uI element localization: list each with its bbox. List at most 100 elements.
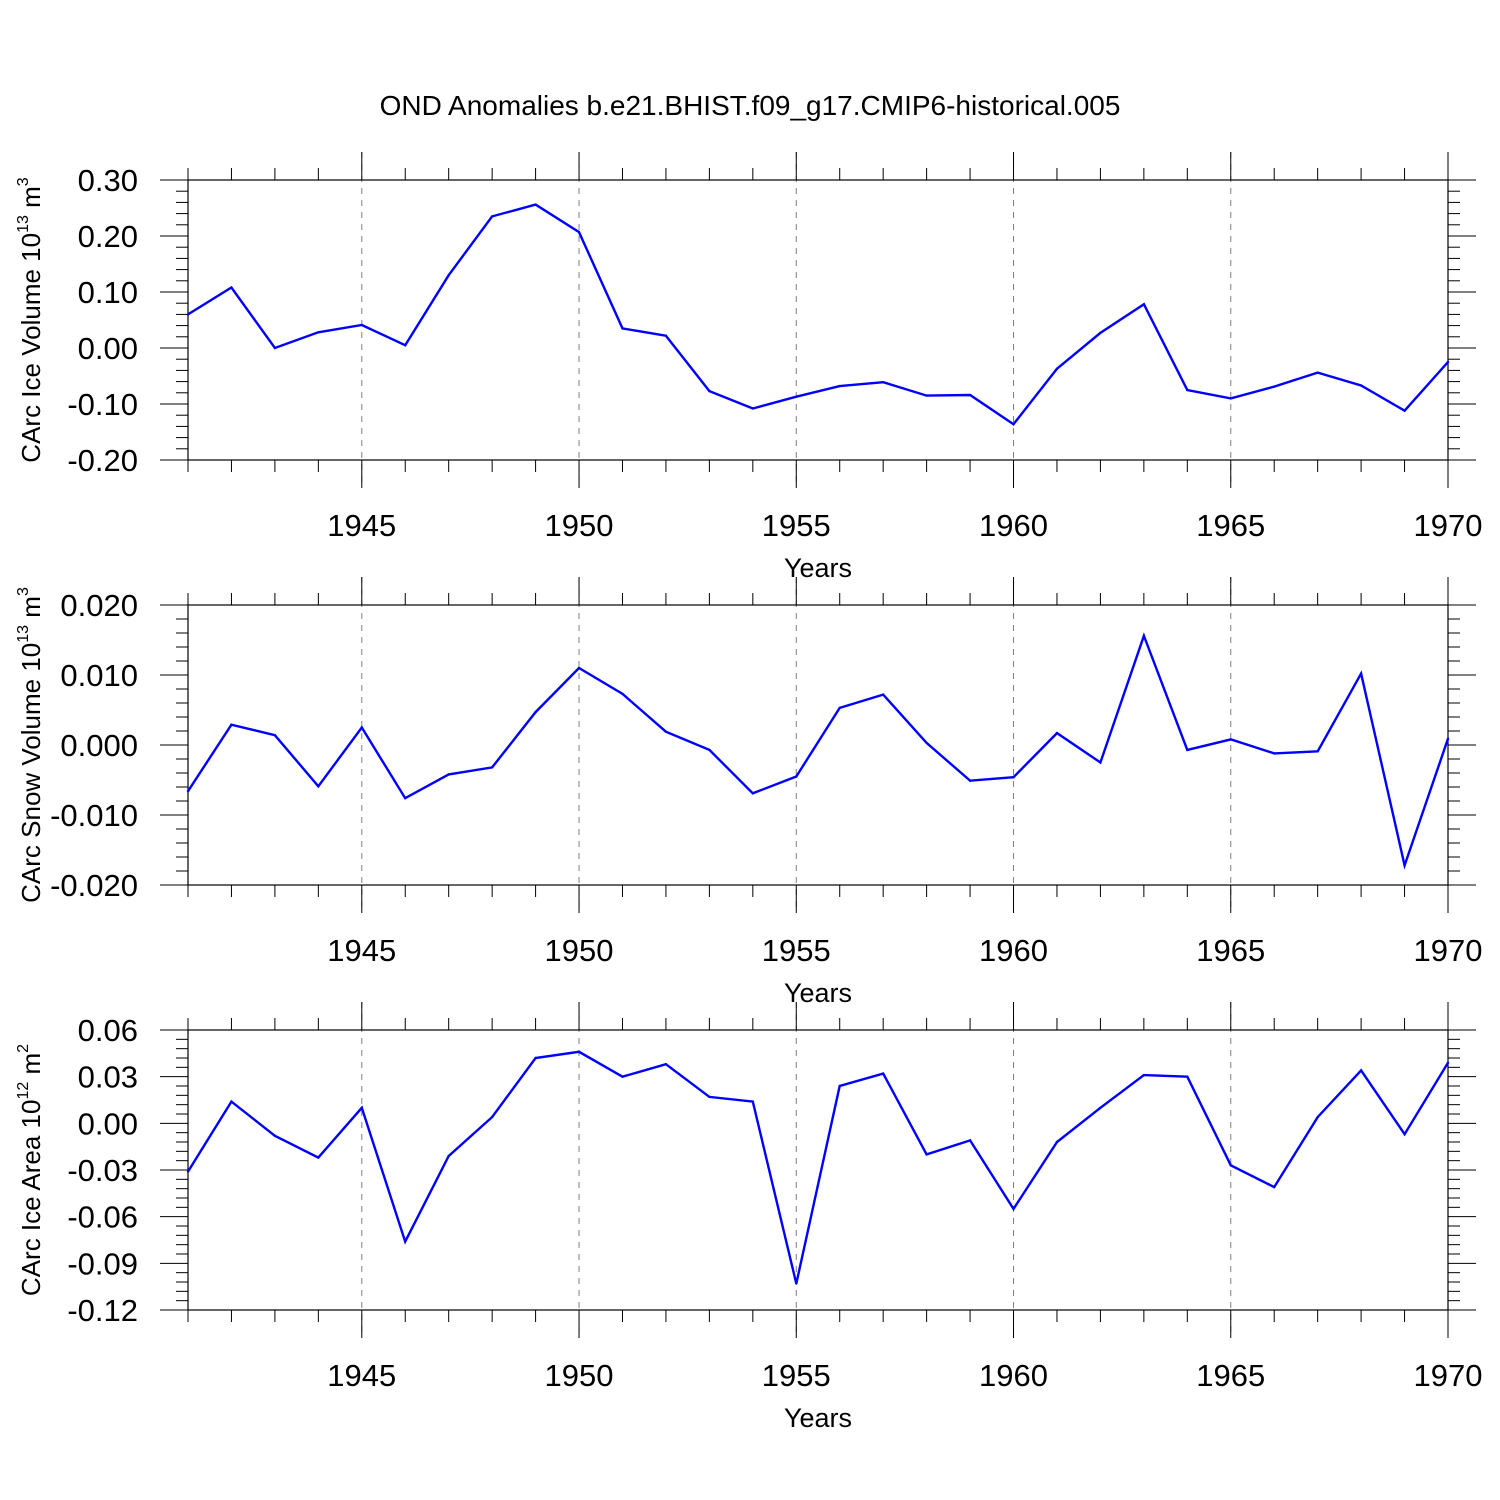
data-point [968,779,972,782]
plot-frame [187,604,1449,886]
y-axis-label-unit: m [16,1053,46,1082]
data-point [1012,776,1015,779]
data-point [881,380,885,384]
data-point [881,693,885,696]
x-tick-label: 1970 [1414,933,1483,968]
x-tick-label: 1965 [1196,508,1265,543]
data-point [404,1240,407,1243]
y-tick-label: -0.010 [50,798,138,833]
y-tick-label: -0.20 [67,443,138,478]
x-tick-label: 1970 [1414,1358,1483,1393]
y-axis-label-exponent: 13 [15,625,32,643]
data-point [230,723,233,726]
y-axis-label-unit: m [16,596,46,625]
data-point [490,215,494,218]
data-point [230,286,233,289]
y-tick-label: 0.10 [78,275,138,310]
data-point [1229,1164,1232,1167]
data-point [1316,1115,1319,1119]
data-point [317,331,320,334]
data-point [360,323,363,327]
data-point [1316,371,1319,374]
plot-frame [187,179,1449,461]
data-point [273,1134,277,1137]
x-tick-label: 1960 [979,1358,1048,1393]
y-axis-label: CArc Ice Volume 1013 m3 [15,177,46,462]
data-point [1012,1207,1015,1211]
data-point [1446,1061,1450,1064]
data-point [186,313,190,316]
data-point [1403,864,1406,867]
x-tick-label: 1960 [979,508,1048,543]
y-tick-label: 0.020 [60,588,138,623]
data-point [186,790,190,793]
y-tick-label: 0.010 [60,658,138,693]
data-point [1229,738,1232,741]
y-axis-label: CArc Ice Area 1012 m2 [15,1044,46,1296]
x-tick-label: 1945 [327,1358,396,1393]
data-point [1446,360,1450,364]
data-point [577,1050,581,1053]
data-point [360,726,363,729]
data-point [1273,385,1276,388]
data-point [360,1106,363,1109]
x-tick-label: 1945 [327,933,396,968]
data-point [1055,367,1059,370]
data-point [838,384,841,388]
data-point [1186,1075,1189,1078]
data-point [404,344,407,347]
data-point [795,395,798,398]
data-point [968,393,972,397]
data-point [1403,1133,1406,1136]
x-tick-label: 1955 [762,508,831,543]
y-tick-label: 0.20 [78,219,138,254]
data-point [1316,750,1319,753]
data-point [1099,331,1102,335]
y-tick-label: -0.020 [50,868,138,903]
data-point [925,1153,928,1156]
y-axis-label-unit-exponent: 2 [15,1044,32,1053]
x-tick-label: 1965 [1196,1358,1265,1393]
data-point [664,730,668,733]
y-tick-label: -0.10 [67,387,138,422]
data-point [1273,1185,1276,1189]
data-point [404,797,407,800]
data-point [1142,303,1146,306]
y-tick-label: 0.00 [78,331,138,366]
y-tick-label: -0.09 [67,1246,138,1281]
chart-panel-1: -0.20 -0.10 0.00 0.10 0.20 0.30 1945 1950 1955 19… [15,152,1482,583]
data-point [534,710,537,714]
data-point [621,692,624,696]
data-point [1142,1073,1146,1077]
data-point [1273,752,1276,755]
data-point [1359,672,1363,675]
data-point [1359,384,1363,387]
data-point [708,748,711,752]
data-point [1055,1140,1059,1144]
data-point [1142,634,1146,637]
x-tick-label: 1960 [979,933,1048,968]
x-tick-label: 1950 [545,933,614,968]
data-point [968,1139,972,1142]
y-tick-label: 0.000 [60,728,138,763]
data-point [621,1075,624,1078]
y-tick-label: -0.03 [67,1153,138,1188]
y-axis-label-unit-exponent: 3 [15,177,32,186]
data-point [708,1095,711,1099]
x-tick-label: 1950 [545,1358,614,1393]
x-axis-label: Years [784,978,852,1008]
series-line [187,203,1449,426]
figure-title: OND Anomalies b.e21.BHIST.f09_g17.CMIP6-… [380,90,1121,121]
y-tick-label: 0.03 [78,1060,138,1095]
y-tick-label: -0.12 [67,1293,138,1328]
data-point [317,1156,320,1159]
data-point [795,775,798,778]
x-axis-label: Years [784,1403,852,1433]
data-point [664,334,668,337]
data-point [708,389,711,393]
series-line [186,1050,1450,1284]
y-axis-label-unit: m [16,186,46,215]
data-point [490,766,494,769]
data-point [1229,397,1232,400]
data-point [1055,731,1059,735]
